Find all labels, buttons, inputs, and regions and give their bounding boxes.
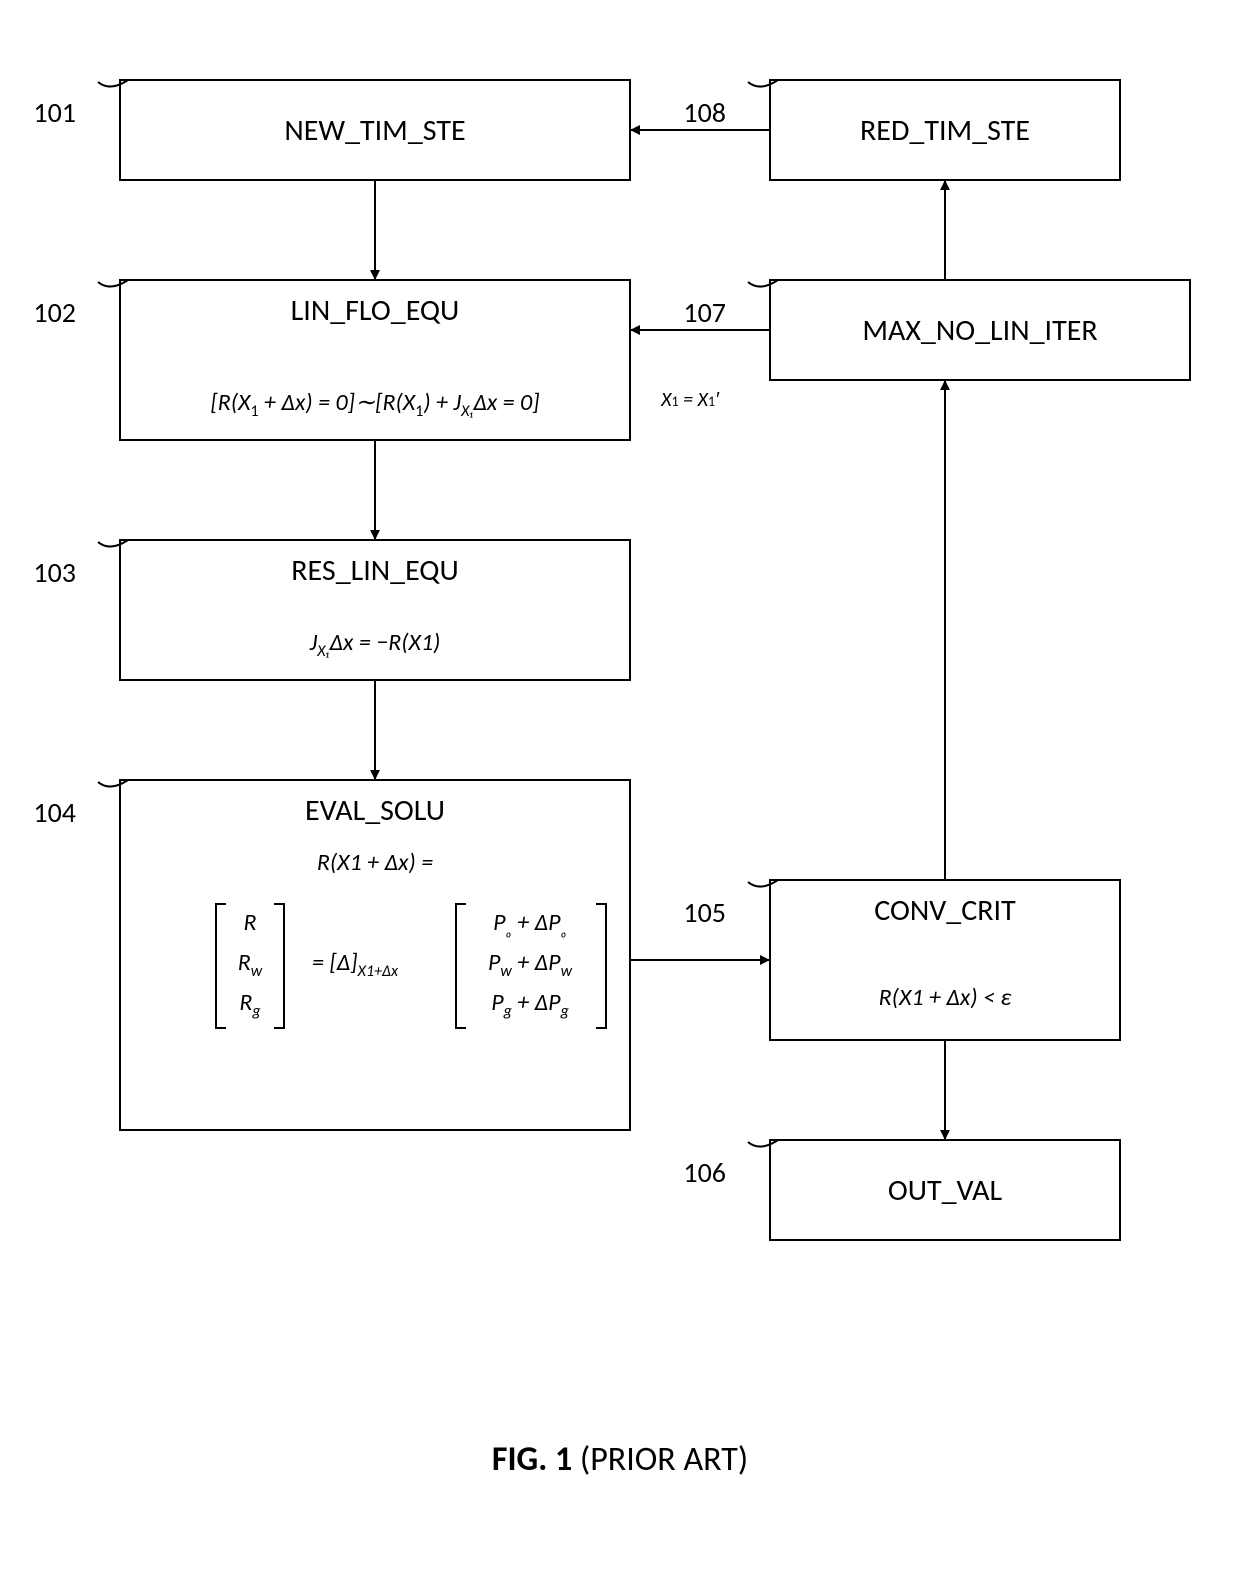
ref-102: 102 <box>33 295 76 330</box>
title-102: LIN_FLO_EQU <box>291 292 460 329</box>
title-103: RES_LIN_EQU <box>291 552 458 589</box>
ref-106: 106 <box>683 1155 726 1190</box>
node-104: EVAL_SOLUR(X1 + Δx) =RP₀ + ΔP₀RwPw + ΔPw… <box>120 780 630 1130</box>
eq-104-L0: R <box>243 908 256 937</box>
title-108: RED_TIM_STE <box>860 112 1030 149</box>
eq-104-R0: P₀ + ΔP₀ <box>493 908 567 941</box>
caption-layer: FIG. 1 (PRIOR ART) <box>492 1439 748 1480</box>
node-107: MAX_NO_LIN_ITER <box>770 280 1190 380</box>
ref-103: 103 <box>33 555 76 590</box>
node-103: RES_LIN_EQUJX₁Δx = −R(X1) <box>120 540 630 680</box>
eq-102: [R(X1 + Δx) = 0]∼[R(X1) + JX₁Δx = 0] <box>210 388 539 421</box>
node-108: RED_TIM_STE <box>770 80 1120 180</box>
flowchart-canvas: X1 = X1′ NEW_TIM_STE 101 LIN_FLO_EQU [R(X1 … <box>0 0 1240 1595</box>
edge-label-107-102: X1 = X1′ <box>660 388 720 412</box>
node-106: OUT_VAL <box>770 1140 1120 1240</box>
ref-105: 105 <box>683 895 726 930</box>
boxes-layer: NEW_TIM_STE 101 LIN_FLO_EQU [R(X1 + Δx) = 0… <box>33 80 1190 1240</box>
title-104: EVAL_SOLU <box>305 792 445 829</box>
title-105: CONV_CRIT <box>874 892 1016 929</box>
ref-108: 108 <box>683 95 726 130</box>
ref-107: 107 <box>683 295 726 330</box>
node-102: LIN_FLO_EQU [R(X1 + Δx) = 0]∼[R(X1) + JX₁… <box>120 280 630 440</box>
eq-105: R(X1 + Δx) < ε <box>879 983 1013 1012</box>
eq-104-line1: R(X1 + Δx) = <box>317 848 433 877</box>
node-101: NEW_TIM_STE <box>120 80 630 180</box>
title-101: NEW_TIM_STE <box>284 112 465 149</box>
ref-104: 104 <box>33 795 76 830</box>
ref-101: 101 <box>33 95 76 130</box>
title-107: MAX_NO_LIN_ITER <box>862 312 1097 349</box>
figure-caption: FIG. 1 (PRIOR ART) <box>492 1439 748 1480</box>
node-105: CONV_CRIT R(X1 + Δx) < ε <box>770 880 1120 1040</box>
eq-104-R2: Pg + ΔPg <box>491 988 569 1021</box>
title-106: OUT_VAL <box>888 1172 1003 1209</box>
